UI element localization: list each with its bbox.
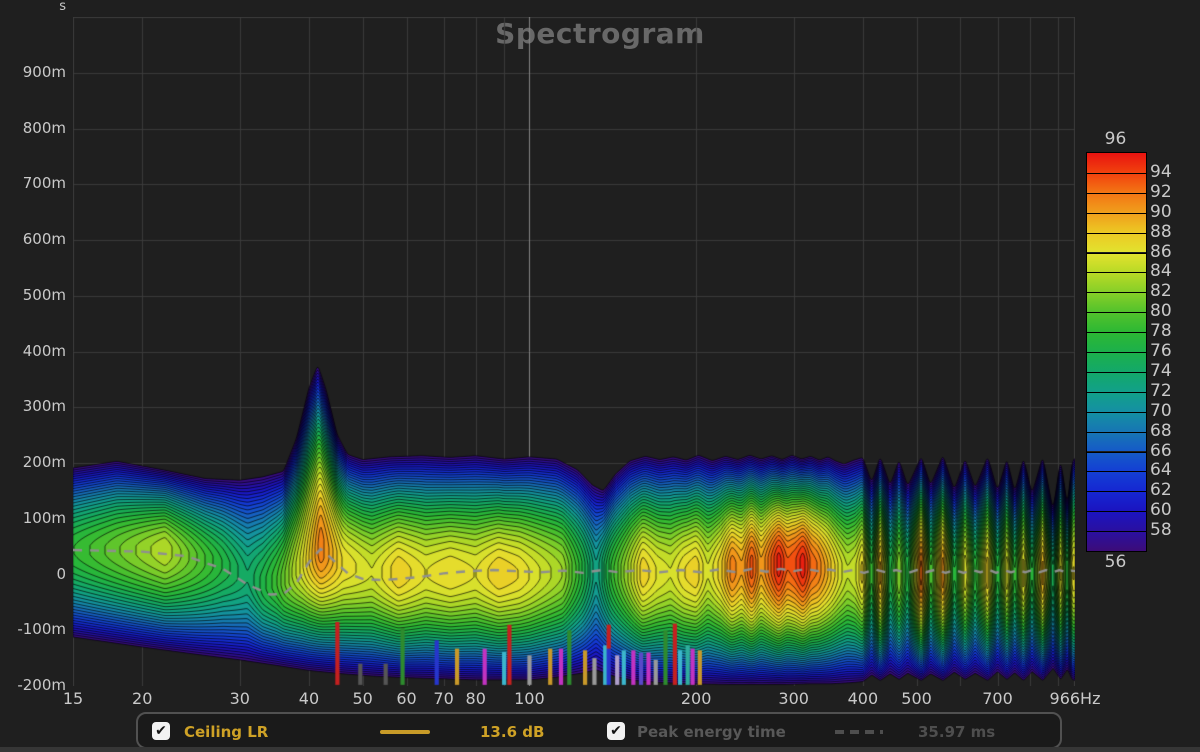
- color-scale-band: [1087, 391, 1146, 412]
- y-axis-unit-label: s: [59, 0, 66, 14]
- x-tick-label: 700: [982, 689, 1013, 708]
- y-tick-label: -100m: [17, 620, 66, 639]
- color-scale-tick-label: 86: [1150, 241, 1172, 262]
- color-scale-tick-label: 72: [1150, 380, 1172, 401]
- color-scale-band: [1087, 153, 1146, 173]
- color-scale-band: [1087, 371, 1146, 392]
- color-scale-bar: [1086, 152, 1147, 552]
- color-scale-band: [1087, 192, 1146, 213]
- x-tick-label: 200: [680, 689, 712, 708]
- color-scale-tick-label: 82: [1150, 281, 1172, 302]
- x-tick-label: 30: [229, 689, 250, 708]
- color-scale-band: [1087, 312, 1146, 333]
- y-tick-label: 300m: [22, 397, 66, 416]
- y-tick-label: 900m: [22, 62, 66, 81]
- window-bottom-edge: [0, 747, 1200, 752]
- check-icon: ✔: [155, 723, 167, 739]
- y-tick-label: 400m: [22, 341, 66, 360]
- x-tick-label: 300: [778, 689, 809, 708]
- color-scale-tick-label: 60: [1150, 500, 1172, 521]
- measurement-label[interactable]: Ceiling LR: [184, 723, 269, 741]
- measurement-level-value: 13.6 dB: [480, 723, 545, 741]
- x-tick-label: 80: [465, 689, 486, 708]
- x-tick-label: 70: [433, 689, 454, 708]
- color-scale-tick-label: 90: [1150, 201, 1172, 222]
- color-scale-tick-label: 64: [1150, 460, 1172, 481]
- color-scale-tick-label: 68: [1150, 420, 1172, 441]
- color-scale-tick-label: 70: [1150, 400, 1172, 421]
- x-tick-label: 20: [132, 689, 153, 708]
- y-tick-label: 800m: [22, 118, 66, 137]
- y-tick-label: 700m: [22, 174, 66, 193]
- spectrogram-plot-area[interactable]: [73, 17, 1075, 686]
- color-scale-band: [1087, 292, 1146, 313]
- color-scale-tick-label: 78: [1150, 321, 1172, 342]
- color-scale-tick-label: 88: [1150, 221, 1172, 242]
- x-tick-label: 60: [396, 689, 417, 708]
- color-scale-band: [1087, 531, 1146, 551]
- color-scale-band: [1087, 272, 1146, 293]
- y-tick-label: 200m: [22, 453, 66, 471]
- y-tick-label: -200m: [17, 676, 66, 694]
- peak-energy-checkbox[interactable]: ✔: [607, 722, 625, 740]
- color-scale-band: [1087, 511, 1146, 532]
- x-tick-label: 400: [847, 689, 879, 708]
- x-tick-label: 100: [514, 689, 545, 708]
- x-tick-label: 15: [62, 689, 84, 708]
- x-tick-label: 40: [298, 689, 320, 708]
- color-scale-tick-label: 62: [1150, 480, 1172, 501]
- color-scale-tick-label: 92: [1150, 181, 1172, 202]
- color-scale-band: [1087, 232, 1146, 253]
- y-tick-label: 500m: [22, 285, 66, 304]
- measurement-line-sample: [380, 730, 430, 734]
- peak-energy-value: 35.97 ms: [918, 723, 996, 741]
- color-scale-tick-label: 76: [1150, 341, 1172, 361]
- peak-energy-label[interactable]: Peak energy time: [637, 723, 786, 741]
- color-scale-band: [1087, 491, 1146, 512]
- x-tick-label: 966Hz: [1049, 689, 1101, 708]
- y-tick-label: 0: [56, 564, 66, 583]
- color-scale-band: [1087, 332, 1146, 352]
- color-scale-max-label: 96: [1104, 129, 1127, 149]
- color-scale-band: [1087, 431, 1146, 452]
- measurement-checkbox[interactable]: ✔: [152, 722, 170, 740]
- color-scale-band: [1087, 352, 1146, 372]
- y-tick-label: 600m: [22, 230, 66, 248]
- color-scale-band: [1087, 172, 1146, 193]
- color-scale-tick-label: 66: [1150, 440, 1172, 461]
- x-tick-label: 50: [352, 689, 373, 708]
- color-scale-tick-label: 80: [1150, 301, 1172, 322]
- color-scale-tick-label: 74: [1150, 360, 1172, 381]
- color-scale-tick-label: 58: [1150, 520, 1172, 541]
- color-scale-band: [1087, 451, 1146, 472]
- color-scale-band: [1087, 212, 1146, 233]
- peak-energy-line-sample: [835, 730, 883, 734]
- color-scale-tick-label: 84: [1150, 261, 1172, 282]
- color-scale-band: [1087, 252, 1146, 273]
- x-tick-label: 500: [901, 689, 932, 708]
- check-icon: ✔: [610, 723, 622, 739]
- legend-bar: ✔ Ceiling LR 13.6 dB ✔ Peak energy time …: [136, 712, 1062, 749]
- color-scale-band: [1087, 471, 1146, 492]
- color-scale-min-label: 56: [1104, 552, 1127, 572]
- color-scale-tick-label: 94: [1150, 161, 1172, 182]
- y-tick-label: 100m: [22, 508, 66, 527]
- color-scale-band: [1087, 411, 1146, 432]
